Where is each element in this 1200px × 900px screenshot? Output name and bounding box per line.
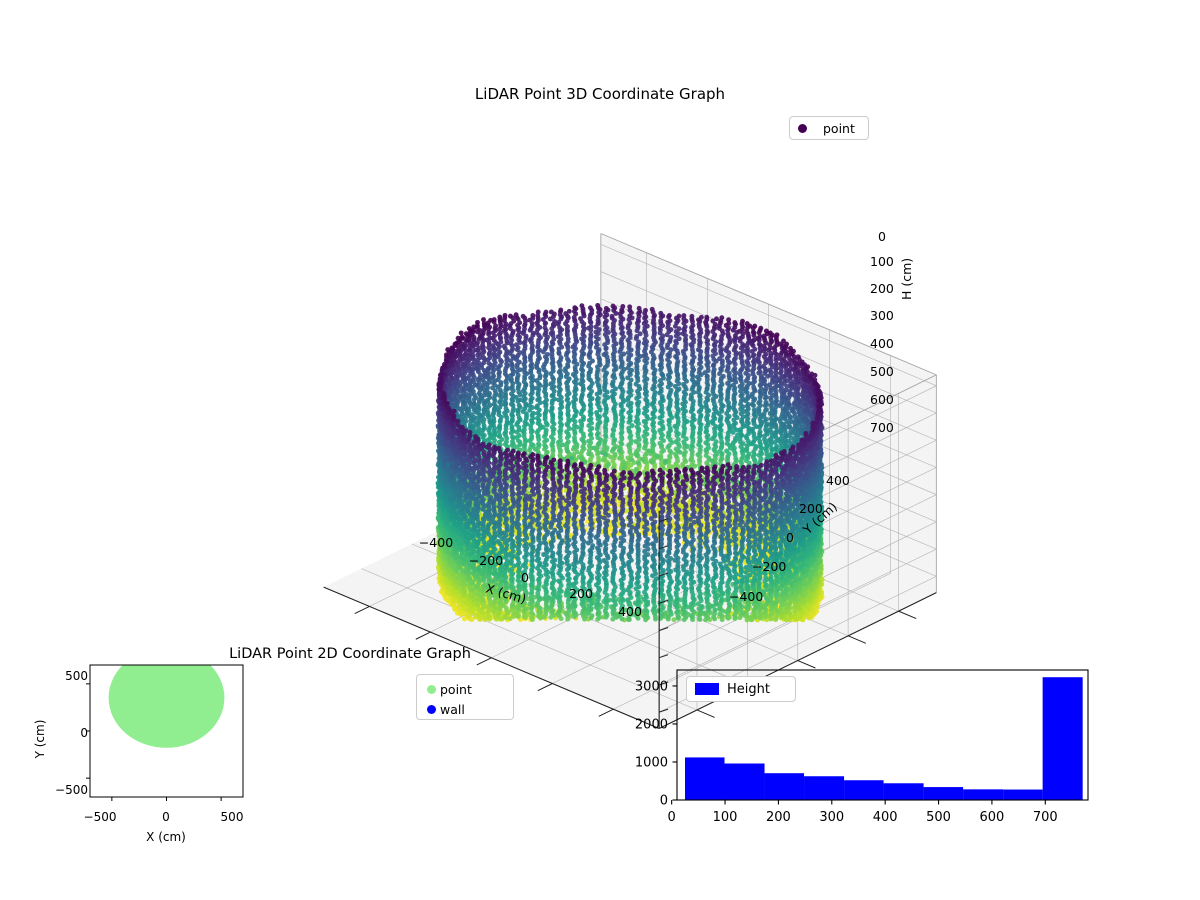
h-axis-label: H (cm)	[899, 257, 914, 300]
histogram-legend[interactable]: Height	[686, 676, 796, 702]
h-tick-200: 200	[870, 281, 894, 296]
y-tick-0: 0	[786, 530, 794, 545]
y-tick-200: 200	[799, 501, 823, 516]
plot2d-x-tick-0: 0	[162, 810, 170, 824]
h-tick-100: 100	[870, 254, 894, 269]
plot2d-y-tick-0: 0	[80, 726, 88, 740]
plot3d-title: LiDAR Point 3D Coordinate Graph	[474, 85, 726, 103]
x-tick-200: 200	[569, 586, 593, 601]
plot2d-legend[interactable]: point wall	[416, 674, 514, 720]
plot2d-y-tick-500: 500	[65, 669, 88, 683]
axis3d-lines	[323, 510, 937, 729]
h-tick-600: 600	[870, 392, 894, 407]
legend-point-dot-icon	[427, 684, 436, 694]
plot2d-svg	[86, 664, 244, 801]
h-tick-500: 500	[870, 364, 894, 379]
legend-row-wall[interactable]: wall	[427, 699, 513, 719]
h-tick-0: 0	[878, 229, 886, 244]
lidar-2d-plot-panel[interactable]: LiDAR Point 2D Coordinate Graph 500 0 −5…	[0, 630, 600, 900]
plot2d-x-axis-label: X (cm)	[146, 830, 186, 844]
lidar-3d-plot-panel[interactable]: LiDAR Point 3D Coordinate Graph point 0 …	[0, 0, 1200, 729]
plot2d-x-tick-m500: −500	[83, 810, 117, 824]
legend-point-label: point	[823, 120, 855, 136]
y-tick-m200: −200	[752, 559, 787, 574]
x-tick-400: 400	[618, 604, 642, 619]
h-tick-300: 300	[870, 308, 894, 323]
legend-height-swatch-icon	[695, 683, 719, 695]
legend-point-dot-icon	[798, 123, 807, 133]
point-cloud-3d	[435, 302, 825, 623]
legend-point-label: point	[440, 681, 472, 697]
x-tick-m400: −400	[418, 535, 454, 550]
legend-wall-label: wall	[440, 701, 465, 717]
legend-height-label: Height	[727, 681, 770, 697]
y-tick-m400: −400	[729, 589, 764, 604]
y-tick-400: 400	[826, 473, 850, 488]
legend-wall-dot-icon	[427, 704, 436, 714]
h-tick-700: 700	[870, 420, 894, 435]
plot2d-title: LiDAR Point 2D Coordinate Graph	[229, 646, 471, 662]
plot2d-y-axis-label: Y (cm)	[33, 719, 47, 759]
plot2d-y-tick-m500: −500	[55, 783, 88, 797]
plot2d-x-tick-500: 500	[220, 810, 244, 824]
x-tick-m200: −200	[468, 553, 504, 568]
legend-row-point[interactable]: point	[427, 679, 513, 699]
plot3d-legend[interactable]: point	[789, 116, 869, 140]
plot3d-svg	[323, 233, 937, 729]
h-tick-400: 400	[870, 336, 894, 351]
axes2d-graphics	[86, 664, 244, 801]
x-tick-0: 0	[521, 570, 529, 585]
